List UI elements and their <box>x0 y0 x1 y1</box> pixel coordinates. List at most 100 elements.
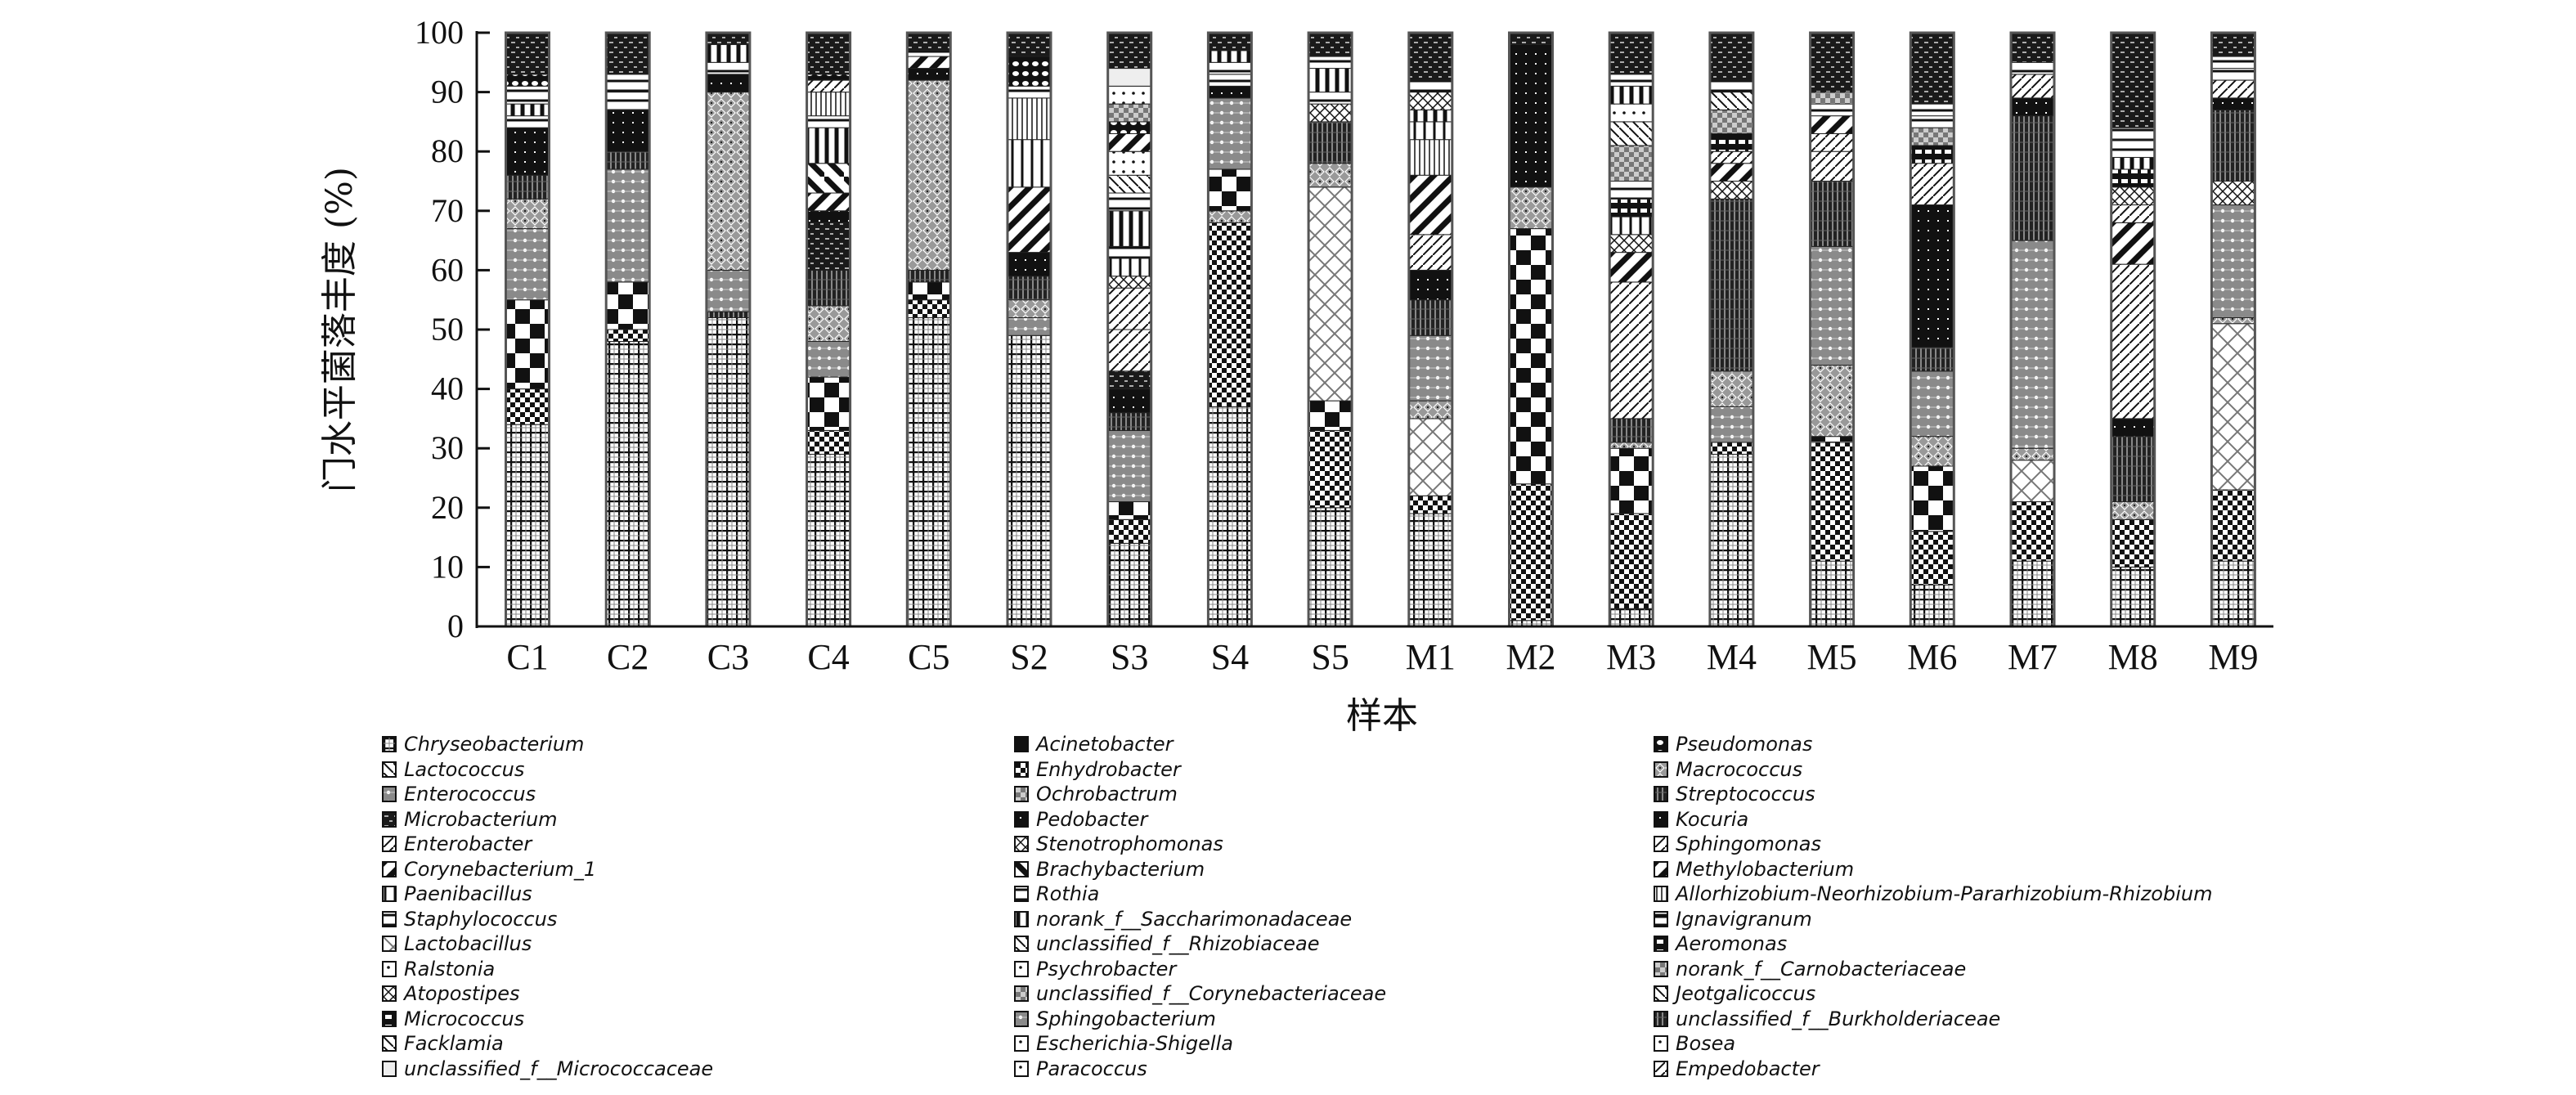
legend-label: Enhydrobacter <box>1036 757 1181 781</box>
legend-label: Rothia <box>1036 882 1100 906</box>
bar-segment-norank-f-saccharimonadaceae <box>1609 85 1654 105</box>
bar-segment-streptococcus <box>2210 109 2255 182</box>
bar-segment-streptococcus <box>2111 436 2156 503</box>
bar-segment-streptococcus <box>1810 181 1855 247</box>
legend-swatch-icon <box>382 1010 397 1027</box>
bar-segment-rothia <box>2210 56 2255 70</box>
legend-swatch-icon <box>1014 985 1029 1003</box>
bar-segment-chryseobacterium <box>1609 608 1654 627</box>
bar-segment-sphingomonas <box>2210 79 2255 99</box>
bar-segment-corynebacterium-1 <box>1709 163 1754 182</box>
legend-swatch-icon <box>1654 810 1668 828</box>
bar-segment-staphylococcus <box>1408 79 1453 93</box>
legend-item: Lactococcus <box>382 757 713 783</box>
bar-segment-enterococcus <box>605 168 650 283</box>
bar-segment-microbacterium <box>906 32 951 52</box>
y-tick-label: 60 <box>431 251 464 288</box>
bar-M8 <box>2110 31 2156 628</box>
legend-item: Macrococcus <box>1654 757 2212 783</box>
legend-column-3: Pseudomonas Macrococcus Streptococcus Kocur… <box>1654 732 2212 1081</box>
bar-segment-microbacterium <box>1207 32 1252 52</box>
bar-segment-streptococcus <box>1709 198 1754 372</box>
bar-segment-pseudomonas <box>806 74 851 81</box>
bar-segment-acinetobacter <box>1509 228 1553 485</box>
bar-segment-microbacterium <box>1509 32 1553 46</box>
bar-segment-macrococcus <box>1007 299 1052 318</box>
legend-swatch-icon <box>1014 836 1029 853</box>
bar-segment-enhydrobacter <box>2210 489 2255 562</box>
legend-swatch-icon <box>1654 786 1668 803</box>
legend-label: norank_f__Carnobacteriaceae <box>1676 957 1967 981</box>
y-tick-label: 30 <box>431 429 464 466</box>
legend-item: Facklamia <box>382 1031 713 1057</box>
bar-segment-stenotrophomonas <box>2111 186 2156 206</box>
bar-C3 <box>705 31 752 628</box>
bar-segment-microbacterium <box>806 222 851 271</box>
legend-label: Ralstonia <box>404 957 496 981</box>
bar-segment-paenibacillus <box>1107 258 1152 277</box>
bar-segment-staphylococcus <box>906 50 951 57</box>
legend-label: Sphingomonas <box>1676 832 1821 856</box>
bar-segment-acinetobacter <box>906 281 951 301</box>
bar-segment-streptococcus <box>1107 412 1152 431</box>
bar-segment-enhydrobacter <box>1609 513 1654 609</box>
legend-label: Paracoccus <box>1036 1057 1147 1080</box>
legend-item: Kocuria <box>1654 807 2212 832</box>
bar-segment-enterococcus <box>1107 429 1152 503</box>
bar-segment-brachybacterium <box>806 163 851 194</box>
x-tick-label: M5 <box>1807 637 1857 677</box>
bar-segment-corynebacterium-1 <box>1107 132 1152 152</box>
bar-segment-staphylococcus <box>2111 139 2156 158</box>
legend-label: unclassified_f__Burkholderiaceae <box>1676 1007 2001 1030</box>
legend-swatch-icon <box>382 1060 397 1077</box>
bar-segment-macrococcus <box>2111 501 2156 520</box>
x-tick-label: S5 <box>1311 637 1349 677</box>
legend-item: Corynebacterium_1 <box>382 857 713 882</box>
bar-segment-norank-f-saccharimonadaceae <box>806 127 851 164</box>
legend-label: Facklamia <box>404 1032 504 1056</box>
bar-segment-acinetobacter <box>605 281 650 330</box>
legend-item: unclassified_f__Rhizobiaceae <box>1014 931 1386 957</box>
bar-M7 <box>2009 31 2056 628</box>
legend-swatch-icon <box>382 910 397 927</box>
bar-C4 <box>806 31 852 628</box>
x-tick-label: C1 <box>506 637 548 677</box>
bar-segment-streptococcus <box>2010 115 2055 241</box>
legend-column-1: Chryseobacterium Lactococcus Enterococcus M… <box>382 732 713 1081</box>
legend-label: Methylobacterium <box>1676 857 1855 881</box>
legend-swatch-icon <box>382 860 397 877</box>
legend-item: Pedobacter <box>1014 807 1386 832</box>
legend-item: Bosea <box>1654 1031 2212 1057</box>
legend-label: Microbacterium <box>404 807 558 831</box>
legend-swatch-icon <box>1654 761 1668 778</box>
bar-segment-staphylococcus <box>505 115 550 128</box>
bar-segment-norank-f-carnobacteriaceae <box>1709 109 1754 134</box>
bar-segment-streptococcus <box>1609 418 1654 443</box>
bar-segment-staphylococcus <box>806 115 851 128</box>
legend-label: Brachybacterium <box>1036 857 1205 881</box>
y-tick-label: 100 <box>415 14 464 51</box>
legend-swatch-icon <box>1014 761 1029 778</box>
bar-segment-enhydrobacter <box>605 329 650 343</box>
bar-segment-lactobacillus <box>1408 418 1453 496</box>
legend-item: Sphingomonas <box>1654 832 2212 857</box>
legend-label: Bosea <box>1676 1032 1736 1056</box>
legend-item: Streptococcus <box>1654 782 2212 807</box>
bar-segment-enhydrobacter <box>1709 442 1754 455</box>
bar-segment-staphylococcus <box>1107 245 1152 259</box>
bar-segment-corynebacterium-1 <box>1810 115 1855 134</box>
x-tick-label: C5 <box>908 637 949 677</box>
bar-segment-unclassified-f-rhizobiaceae <box>1107 174 1152 194</box>
legend-swatch-icon <box>1014 860 1029 877</box>
bar-segment-streptococcus <box>1308 121 1353 164</box>
x-tick-label: S3 <box>1111 637 1148 677</box>
legend-swatch-icon <box>382 810 397 828</box>
legend-item: Ralstonia <box>382 957 713 982</box>
legend-item: unclassified_f__Corynebacteriaceae <box>1014 981 1386 1007</box>
bar-segment-macrococcus <box>1810 365 1855 438</box>
bar-segment-kocuria <box>1107 388 1152 414</box>
bar-segment-kocuria <box>906 68 951 81</box>
bar-segment-kocuria <box>2210 97 2255 110</box>
legend-label: Chryseobacterium <box>404 733 585 756</box>
bar-segment-chryseobacterium <box>1007 334 1052 627</box>
